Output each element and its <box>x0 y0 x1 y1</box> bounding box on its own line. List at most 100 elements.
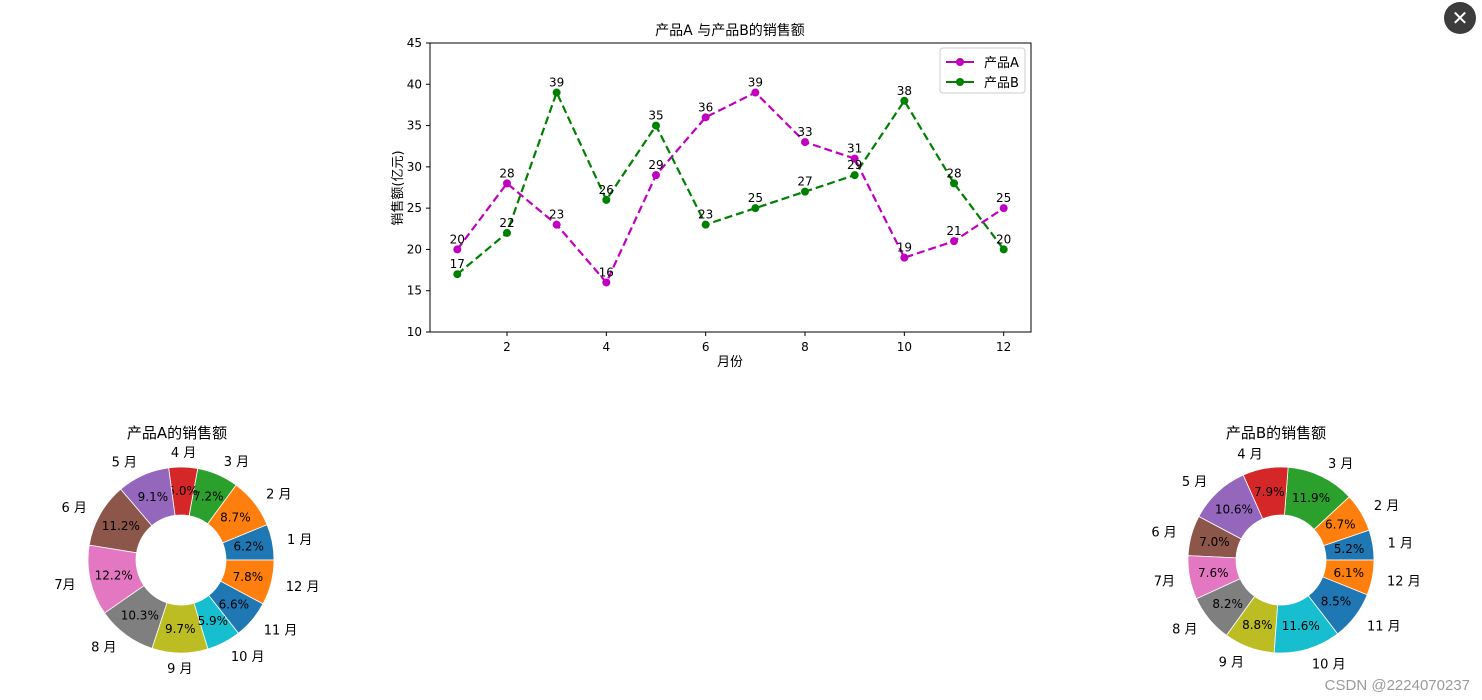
slice-percent: 10.6% <box>1215 503 1253 517</box>
slice-label: 8 月 <box>1172 623 1197 638</box>
slice-label: 1 月 <box>1388 536 1413 551</box>
x-tick-label: 2 <box>503 340 511 354</box>
slice-label: 7月 <box>54 578 75 593</box>
slice-percent: 9.1% <box>138 490 169 504</box>
data-label: 23 <box>698 208 713 222</box>
data-point <box>701 113 710 122</box>
data-label: 31 <box>847 142 862 156</box>
slice-percent: 9.7% <box>165 622 196 636</box>
data-label: 38 <box>897 84 912 98</box>
data-point <box>651 121 660 130</box>
y-tick-label: 20 <box>407 242 422 256</box>
data-label: 29 <box>648 158 663 172</box>
slice-percent: 7.9% <box>1254 485 1285 499</box>
data-point <box>850 154 859 163</box>
y-tick-label: 40 <box>407 77 422 91</box>
data-point <box>502 179 511 188</box>
close-icon[interactable]: ✕ <box>1444 2 1476 34</box>
slice-label: 6 月 <box>1151 526 1176 541</box>
series-group: 20 28 23 16 29 36 39 33 31 19 21 25 17 22 39 26 35 23 25 27… <box>450 76 1011 287</box>
slice-label: 5 月 <box>112 455 137 470</box>
data-label: 23 <box>549 208 564 222</box>
slice-percent: 6.7% <box>1325 518 1356 532</box>
data-label: 22 <box>499 216 514 230</box>
slice-label: 9 月 <box>1219 655 1244 670</box>
data-point <box>950 179 959 188</box>
y-axis-label: 销售额(亿元) <box>390 150 406 225</box>
slice-label: 4 月 <box>1237 448 1262 463</box>
donut-a-title: 产品A的销售额 <box>127 424 227 442</box>
series-line-1 <box>456 89 1005 276</box>
slice-percent: 7.8% <box>233 570 264 584</box>
data-point <box>453 245 462 254</box>
line-chart: 产品A 与产品B的销售额 10 15 20 25 30 35 40 45 2 4 6 8 10 12 月… <box>390 23 1032 370</box>
donut-slice <box>1322 559 1375 596</box>
slice-percent: 5.9% <box>198 614 229 628</box>
legend-label-a: 产品A <box>984 56 1019 71</box>
slice-percent: 8.8% <box>1242 618 1273 632</box>
slice-percent: 7.6% <box>1198 566 1229 580</box>
slice-label: 2 月 <box>1374 499 1399 514</box>
plot-frame <box>429 42 1032 333</box>
y-axis-ticks: 10 15 20 25 30 35 40 45 <box>407 36 430 339</box>
donut-a-slices: 6.2% 1 月 8.7% 2 月 7.2% 3 月 5.0% 4 月 9.1% 5 月 11.2%… <box>54 446 319 677</box>
x-tick-label: 10 <box>897 340 912 354</box>
data-label: 39 <box>748 76 763 90</box>
data-point <box>552 88 561 97</box>
data-point <box>602 278 611 287</box>
slice-percent: 11.6% <box>1282 619 1320 633</box>
x-axis-ticks: 2 4 6 8 10 12 <box>503 332 1011 354</box>
donut-chart-a: 产品A的销售额 6.2% 1 月 8.7% 2 月 7.2% 3 月 5.0% 4 月 9.1%… <box>54 424 319 677</box>
data-label: 20 <box>996 232 1011 246</box>
data-point <box>900 96 909 105</box>
slice-label: 11 月 <box>1367 619 1401 634</box>
slice-label: 12 月 <box>286 580 320 595</box>
slice-percent: 6.2% <box>233 540 264 554</box>
data-point <box>801 187 810 196</box>
data-point <box>751 204 760 213</box>
data-point <box>950 237 959 246</box>
slice-label: 1 月 <box>287 533 312 548</box>
donut-chart-b: 产品B的销售额 5.2% 1 月 6.7% 2 月 11.9% 3 月 7.9% 4 月 10.… <box>1151 424 1420 672</box>
data-point <box>999 245 1008 254</box>
x-axis-label: 月份 <box>717 355 743 370</box>
slice-percent: 11.2% <box>102 519 140 533</box>
data-point <box>900 253 909 262</box>
x-tick-label: 4 <box>603 340 611 354</box>
legend: 产品A 产品B <box>939 47 1026 94</box>
y-tick-label: 35 <box>407 119 422 133</box>
data-label: 29 <box>847 158 862 172</box>
data-label: 35 <box>648 109 663 123</box>
donut-b-title: 产品B的销售额 <box>1226 424 1326 442</box>
slice-label: 6 月 <box>61 501 86 516</box>
data-label: 33 <box>797 125 812 139</box>
donut-slice <box>220 559 275 605</box>
slice-percent: 11.9% <box>1292 491 1330 505</box>
data-point <box>552 220 561 229</box>
data-label: 28 <box>946 166 961 180</box>
data-point <box>602 195 611 204</box>
y-tick-label: 10 <box>407 325 422 339</box>
data-point <box>999 204 1008 213</box>
data-label: 25 <box>996 191 1011 205</box>
data-point <box>801 138 810 147</box>
data-point <box>453 270 462 279</box>
y-tick-label: 15 <box>407 284 422 298</box>
legend-label-b: 产品B <box>984 76 1019 91</box>
slice-label: 3 月 <box>224 455 249 470</box>
slice-label: 9 月 <box>167 662 192 677</box>
slice-label: 10 月 <box>1312 657 1346 672</box>
data-label: 21 <box>946 224 961 238</box>
data-label: 26 <box>599 183 614 197</box>
y-tick-label: 25 <box>407 201 422 215</box>
slice-percent: 12.2% <box>95 568 133 582</box>
y-tick-label: 30 <box>407 160 422 174</box>
data-point <box>651 171 660 180</box>
slice-percent: 6.6% <box>219 597 250 611</box>
slice-percent: 10.3% <box>121 608 159 622</box>
slice-label: 8 月 <box>91 641 116 656</box>
legend-marker-a <box>956 58 964 66</box>
slice-label: 12 月 <box>1387 575 1421 590</box>
data-point <box>751 88 760 97</box>
